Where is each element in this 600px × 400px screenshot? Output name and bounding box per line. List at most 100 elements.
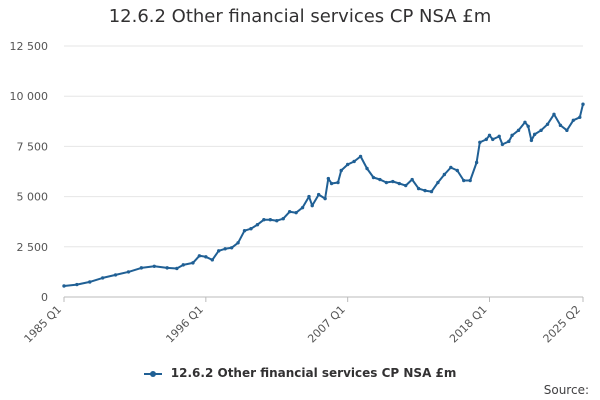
data-point[interactable] — [468, 178, 472, 183]
data-point[interactable] — [210, 258, 214, 262]
data-point[interactable] — [255, 223, 260, 227]
data-point[interactable] — [165, 266, 169, 270]
data-point[interactable] — [236, 241, 240, 245]
data-point[interactable] — [113, 273, 118, 277]
data-point[interactable] — [571, 118, 576, 122]
data-point[interactable] — [484, 137, 488, 142]
data-point[interactable] — [523, 120, 527, 125]
data-point[interactable] — [491, 137, 495, 142]
chart-title: 12.6.2 Other financial services CP NSA £… — [108, 6, 492, 27]
data-point[interactable] — [429, 189, 434, 194]
data-point[interactable] — [391, 179, 395, 184]
data-point[interactable] — [510, 133, 514, 138]
y-tick-label: 12 500 — [10, 40, 49, 53]
data-point[interactable] — [474, 160, 479, 165]
data-point[interactable] — [529, 138, 534, 143]
data-point[interactable] — [416, 186, 421, 191]
data-point[interactable] — [581, 102, 585, 106]
data-point[interactable] — [516, 128, 521, 133]
data-point[interactable] — [539, 128, 543, 133]
data-point[interactable] — [487, 133, 492, 138]
data-point[interactable] — [175, 266, 179, 271]
data-point[interactable] — [378, 177, 382, 182]
data-point[interactable] — [126, 270, 131, 274]
data-point[interactable] — [410, 177, 414, 182]
data-point[interactable] — [336, 180, 340, 185]
data-point[interactable] — [500, 142, 505, 147]
data-point[interactable] — [307, 194, 311, 199]
data-point[interactable] — [329, 181, 334, 186]
x-tick-label: 2018 Q1 — [447, 303, 490, 346]
data-point[interactable] — [358, 154, 363, 159]
x-tick-label: 1985 Q1 — [22, 303, 65, 346]
data-point[interactable] — [268, 217, 273, 222]
data-point[interactable] — [242, 229, 247, 233]
data-series — [62, 102, 585, 288]
source-label: Source: — [543, 383, 589, 397]
data-point[interactable] — [294, 210, 298, 215]
data-point[interactable] — [281, 216, 285, 221]
data-point[interactable] — [139, 266, 144, 270]
data-point[interactable] — [436, 180, 440, 185]
legend-series-label: 12.6.2 Other financial services CP NSA £… — [170, 366, 457, 380]
data-point[interactable] — [497, 134, 501, 139]
data-point[interactable] — [326, 176, 331, 181]
data-point[interactable] — [100, 276, 105, 280]
data-point[interactable] — [197, 254, 202, 258]
data-point[interactable] — [558, 123, 563, 128]
data-point[interactable] — [462, 178, 466, 183]
x-tick-label: 1996 Q1 — [163, 303, 206, 346]
legend[interactable]: 12.6.2 Other financial services CP NSA £… — [0, 366, 600, 380]
data-point[interactable] — [310, 203, 314, 208]
data-point[interactable] — [423, 188, 427, 193]
data-point[interactable] — [275, 218, 279, 223]
data-point[interactable] — [552, 112, 556, 116]
data-point[interactable] — [229, 246, 234, 250]
data-point[interactable] — [365, 166, 369, 171]
y-tick-label: 10 000 — [10, 90, 49, 103]
x-axis-ticks: 1985 Q1 1996 Q1 2007 Q1 2018 Q1 2025 Q2 — [22, 297, 584, 345]
data-point[interactable] — [352, 159, 356, 164]
data-point[interactable] — [75, 282, 79, 287]
data-point[interactable] — [204, 255, 208, 259]
data-point[interactable] — [300, 205, 305, 210]
data-point[interactable] — [88, 280, 92, 284]
data-point[interactable] — [223, 247, 227, 251]
data-point[interactable] — [532, 132, 537, 137]
data-point[interactable] — [404, 183, 408, 188]
y-tick-label: 0 — [41, 291, 48, 304]
data-point[interactable] — [62, 284, 66, 288]
data-point[interactable] — [287, 209, 292, 214]
data-point[interactable] — [397, 181, 401, 186]
data-point[interactable] — [217, 249, 221, 253]
data-point[interactable] — [455, 168, 459, 173]
x-tick-label: 2007 Q1 — [305, 303, 348, 346]
y-tick-label: 2 500 — [17, 241, 49, 254]
data-point[interactable] — [371, 175, 376, 180]
data-point[interactable] — [565, 128, 569, 133]
data-point[interactable] — [578, 115, 582, 119]
x-tick-label: 2025 Q2 — [541, 303, 584, 346]
gridlines — [64, 45, 583, 298]
data-point[interactable] — [262, 217, 266, 222]
y-tick-label: 5 000 — [17, 191, 49, 204]
data-point[interactable] — [478, 140, 482, 145]
data-point[interactable] — [323, 196, 327, 201]
data-point[interactable] — [526, 124, 530, 129]
data-point[interactable] — [339, 168, 343, 173]
data-point[interactable] — [545, 122, 550, 127]
data-point[interactable] — [181, 263, 185, 267]
data-point[interactable] — [449, 165, 453, 170]
data-point[interactable] — [345, 162, 350, 167]
y-axis-tick-labels: 0 2 500 5 000 7 500 10 000 12 500 — [10, 40, 49, 304]
data-point[interactable] — [249, 227, 253, 231]
data-point[interactable] — [507, 139, 511, 144]
series-line[interactable] — [63, 103, 584, 287]
y-tick-label: 7 500 — [17, 140, 49, 153]
data-point[interactable] — [442, 172, 447, 177]
data-point[interactable] — [316, 192, 321, 197]
data-point[interactable] — [152, 264, 156, 268]
data-point[interactable] — [384, 180, 389, 185]
data-point[interactable] — [191, 261, 195, 265]
